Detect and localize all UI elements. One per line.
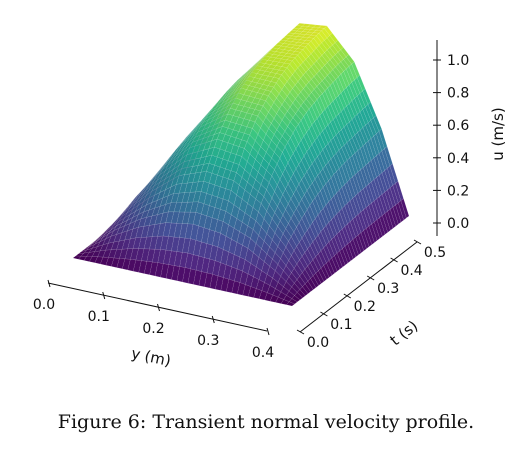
y-axis-tick bbox=[267, 328, 269, 335]
u-axis-tick-label: 0.6 bbox=[447, 118, 469, 134]
t-axis-tick-label: 0.1 bbox=[330, 317, 352, 333]
y-axis-tick-label: 0.3 bbox=[197, 333, 219, 349]
y-axis-tick-label: 0.4 bbox=[252, 345, 274, 361]
surface-mesh bbox=[73, 23, 409, 306]
figure-caption: Figure 6: Transient normal velocity prof… bbox=[0, 411, 532, 433]
t-axis-label: t (s) bbox=[386, 317, 421, 350]
t-axis-tick-label: 0.4 bbox=[400, 263, 422, 279]
t-axis-tick-label: 0.5 bbox=[424, 245, 446, 261]
u-axis-tick-label: 0.0 bbox=[447, 216, 469, 232]
u-axis-tick-label: 0.4 bbox=[447, 151, 469, 167]
y-axis-label: y (m) bbox=[130, 344, 173, 370]
y-axis-tick-label: 0.2 bbox=[142, 321, 164, 337]
y-axis-tick-label: 0.1 bbox=[88, 309, 110, 325]
t-axis-tick-label: 0.0 bbox=[307, 335, 329, 351]
u-axis-tick-label: 0.8 bbox=[447, 86, 469, 102]
t-axis-tick-label: 0.3 bbox=[377, 281, 399, 297]
t-axis-tick-label: 0.2 bbox=[354, 299, 376, 315]
y-axis-tick-label: 0.0 bbox=[33, 297, 55, 313]
u-axis-label: u (m/s) bbox=[489, 107, 507, 160]
t-axis-tick bbox=[297, 330, 304, 334]
u-axis-tick-label: 0.2 bbox=[447, 183, 469, 199]
surface-plot: 0.00.10.20.30.4y (m)0.00.10.20.30.40.5t … bbox=[0, 0, 532, 400]
u-axis-tick-label: 1.0 bbox=[447, 53, 469, 69]
